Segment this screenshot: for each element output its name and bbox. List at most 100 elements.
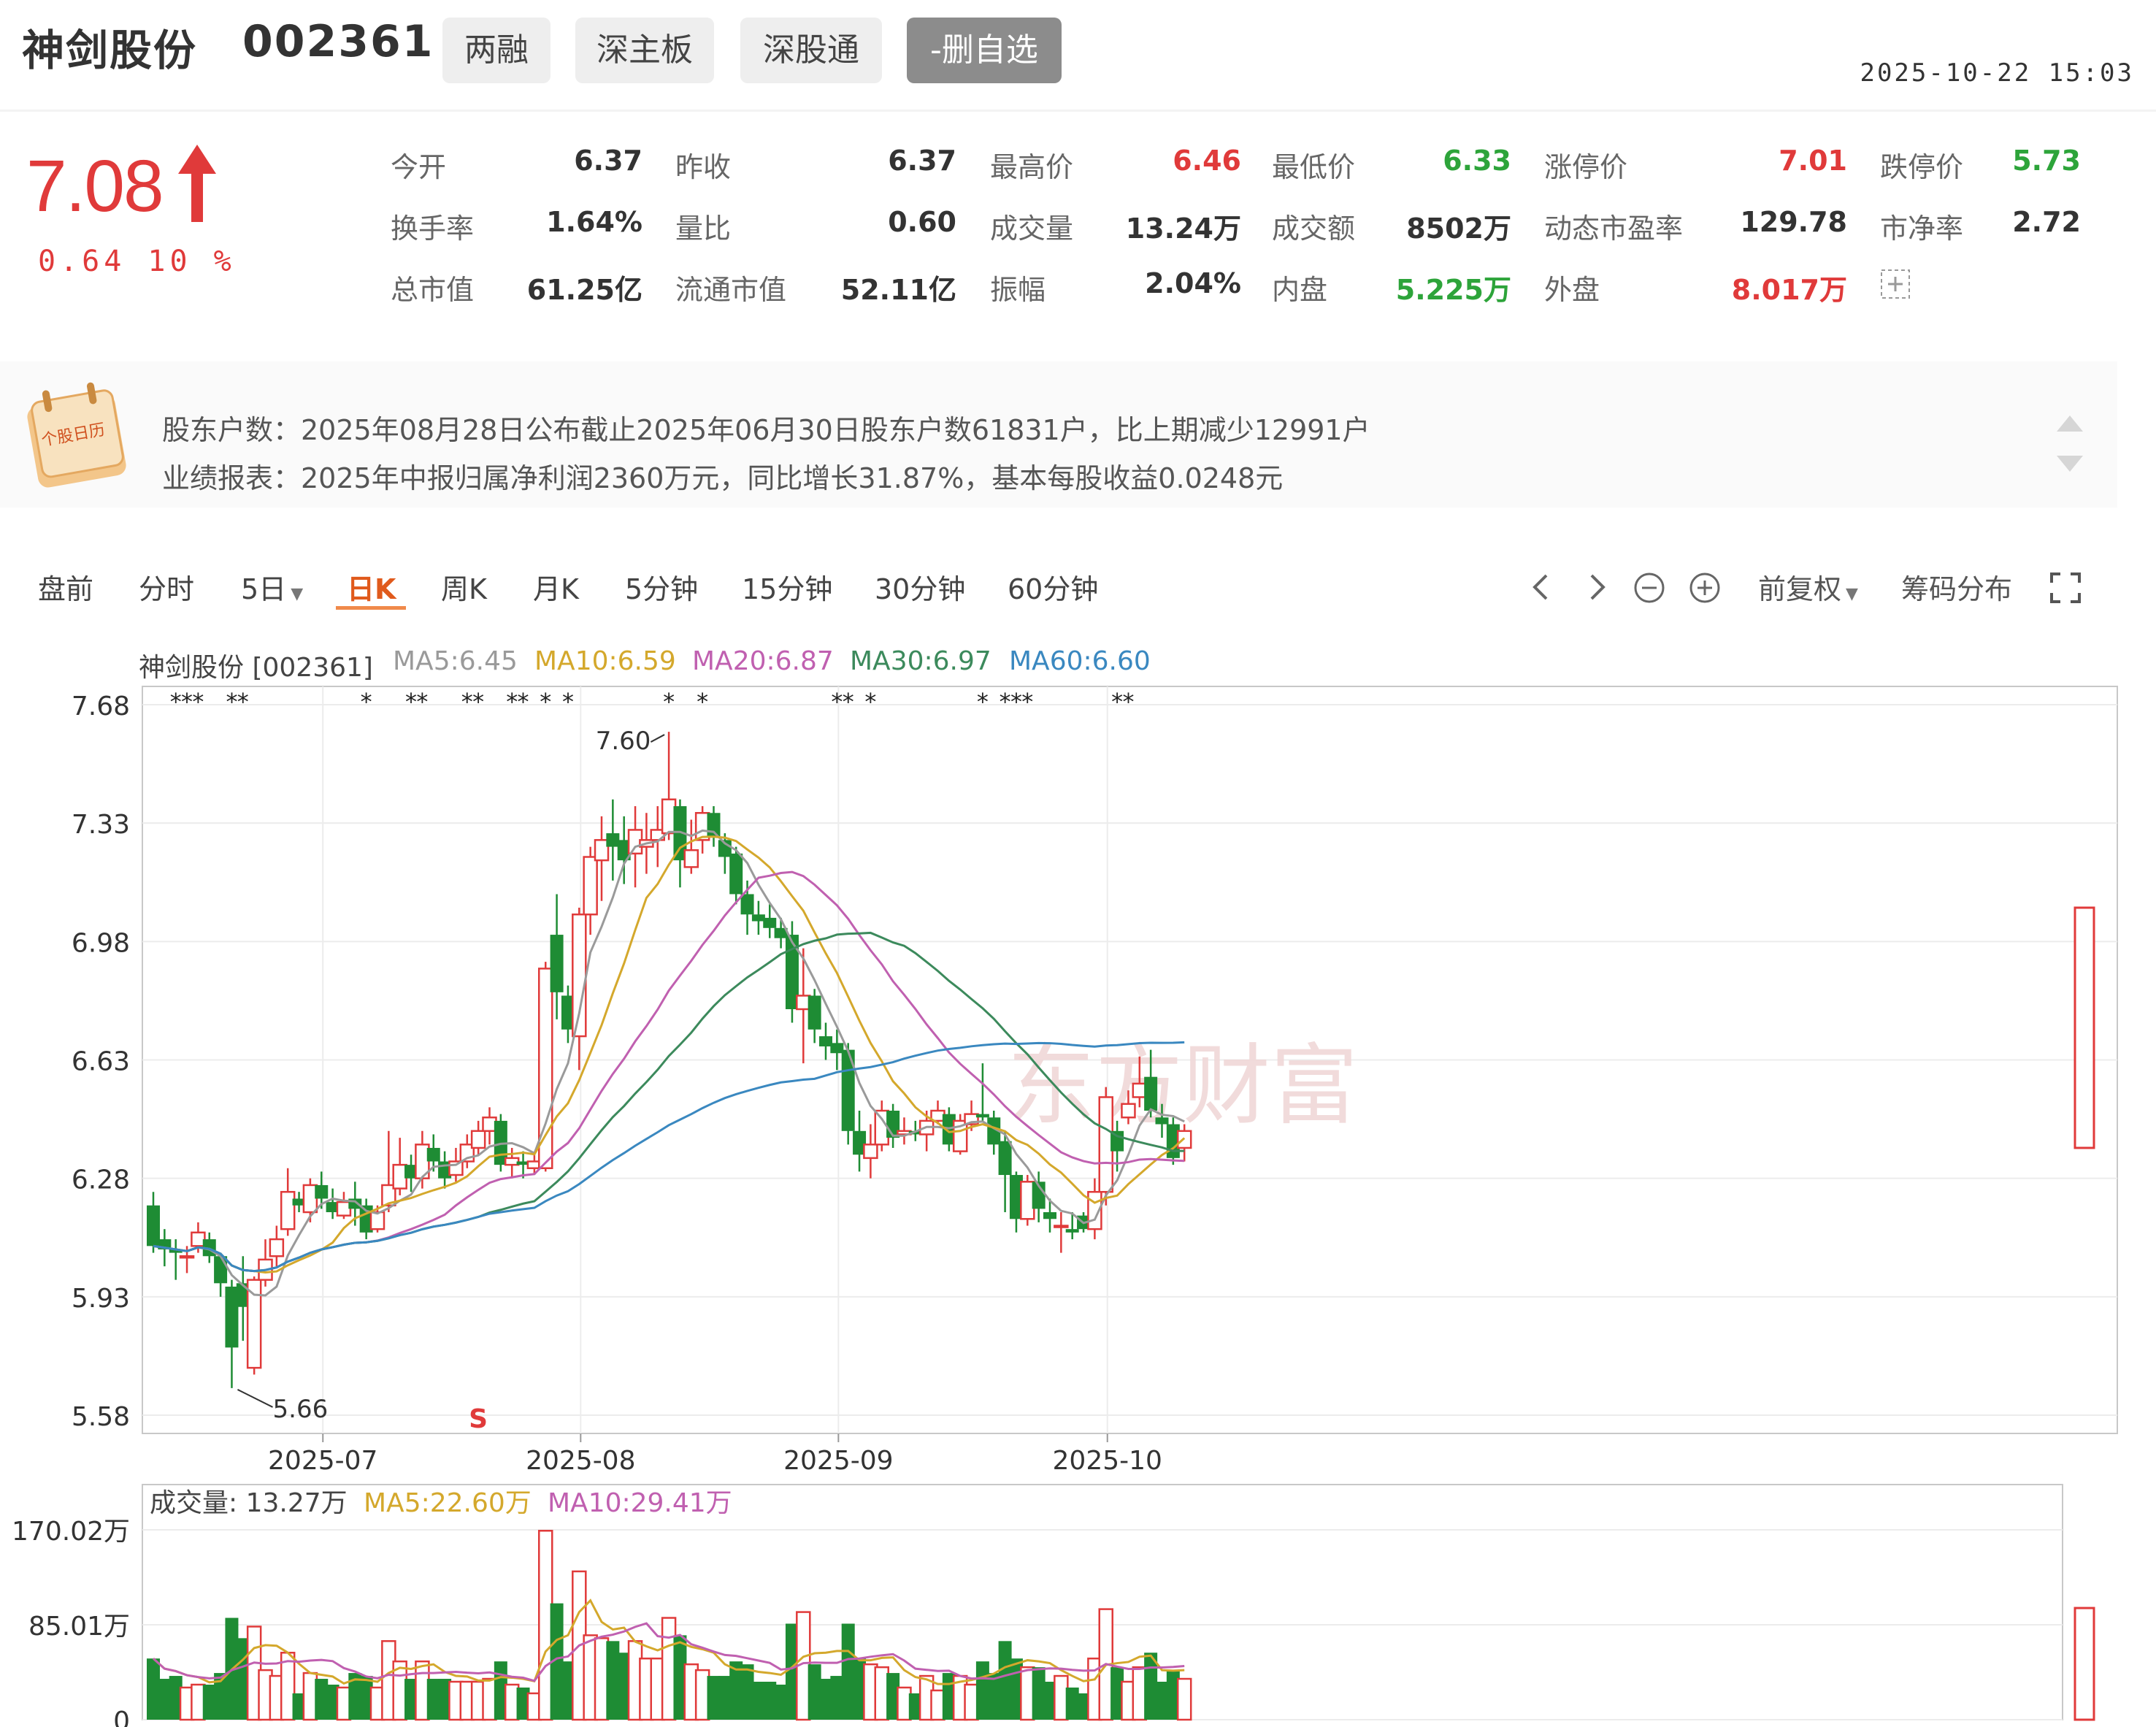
volume-bar-down xyxy=(550,1603,564,1720)
quote-value-pe: 129.78 xyxy=(1740,206,1847,238)
fullscreen-icon[interactable] xyxy=(2049,571,2082,605)
volume-bar-down xyxy=(1077,1693,1091,1720)
legend-ma60: MA60:6.60 xyxy=(1009,646,1151,676)
moving-averages xyxy=(153,829,1186,1297)
earnings-info[interactable]: 业绩报表：2025年中报归属净利润2360万元，同比增长31.87%，基本每股收… xyxy=(162,462,1284,494)
quote-label-low: 最低价 xyxy=(1272,151,1356,183)
tab-monthly-k[interactable]: 月K xyxy=(533,573,579,605)
volume-bar-down xyxy=(202,1684,216,1720)
tab-60min[interactable]: 60分钟 xyxy=(1008,573,1099,605)
volume-bar-down xyxy=(751,1682,765,1720)
volume-legend-ma10: MA10:29.41万 xyxy=(548,1488,732,1518)
remove-watchlist-button[interactable]: -删自选 xyxy=(907,18,1062,83)
event-marker: * xyxy=(1122,688,1134,716)
event-marker: * xyxy=(361,688,372,716)
volume-bar-down xyxy=(147,1658,160,1720)
quote-value-open: 6.37 xyxy=(574,145,642,177)
volume-moving-averages xyxy=(152,1598,1185,1685)
stock-code: 002361 xyxy=(242,16,434,67)
calendar-icon[interactable]: 个股日历 xyxy=(22,380,131,489)
tab-5day[interactable]: 5日 ▼ xyxy=(241,567,303,607)
volume-bar-down xyxy=(561,1661,575,1720)
quote-value-amplitude: 2.04% xyxy=(1145,267,1241,299)
volume-bar-down xyxy=(774,1684,788,1720)
scroll-up-icon[interactable] xyxy=(2055,413,2084,434)
candle-down xyxy=(606,833,620,847)
chevron-down-icon: ▼ xyxy=(1846,585,1858,603)
candle-up xyxy=(179,1255,195,1259)
event-marker: * xyxy=(1021,688,1033,716)
tag-stock-connect[interactable]: 深股通 xyxy=(740,18,882,83)
chip-distribution-button[interactable]: 筹码分布 xyxy=(1901,573,2013,605)
chevron-right-icon[interactable] xyxy=(1581,571,1611,603)
volume-bar-down xyxy=(169,1676,183,1720)
volume-bar-down xyxy=(998,1641,1012,1720)
price-tick-label: 7.33 xyxy=(72,810,130,840)
adjust-select[interactable]: 前复权 ▼ xyxy=(1758,567,1858,607)
event-marker: * xyxy=(864,688,876,716)
candle-up xyxy=(1121,1103,1136,1119)
price-tick-label: 5.58 xyxy=(72,1402,130,1432)
zoom-out-icon[interactable] xyxy=(1633,571,1666,605)
volume-bar-down xyxy=(292,1693,306,1720)
price-tick-label: 5.93 xyxy=(72,1284,130,1314)
scroll-down-icon[interactable] xyxy=(2055,453,2084,475)
volume-bar-up xyxy=(1054,1674,1069,1721)
volume-bar-down xyxy=(1032,1667,1046,1720)
tab-5day-label: 5日 xyxy=(241,573,287,605)
tab-premarket[interactable]: 盘前 xyxy=(38,573,94,605)
candle-up xyxy=(302,1184,318,1214)
date-tick-label: 2025-08 xyxy=(526,1446,635,1476)
candle-up xyxy=(863,1144,878,1160)
quote-label-inner-vol: 内盘 xyxy=(1272,274,1328,306)
volume-bar-down xyxy=(315,1679,329,1720)
tab-5min[interactable]: 5分钟 xyxy=(625,573,699,605)
event-marker: * xyxy=(518,688,529,716)
quote-value-float-cap: 52.11亿 xyxy=(840,274,956,306)
chevron-left-icon[interactable] xyxy=(1527,571,1557,603)
event-marker: * xyxy=(192,688,204,716)
candle-up xyxy=(583,856,598,916)
tab-intraday[interactable]: 分时 xyxy=(139,573,195,605)
price-tick-label: 6.98 xyxy=(72,928,130,958)
volume-bar-down xyxy=(404,1679,418,1720)
tag-margin-trading[interactable]: 两融 xyxy=(442,18,550,83)
quote-value-volume: 13.24万 xyxy=(1125,212,1241,245)
candle-up xyxy=(191,1231,206,1247)
candle-up xyxy=(1098,1096,1113,1193)
volume-bar-down xyxy=(426,1679,440,1720)
candle-down xyxy=(1009,1175,1023,1219)
volume-bar-down xyxy=(1144,1653,1158,1720)
candle-down xyxy=(998,1141,1012,1176)
price-tick-label: 7.68 xyxy=(72,692,130,721)
volume-ma5-line xyxy=(152,1598,1185,1685)
expand-quotes-icon[interactable] xyxy=(1880,269,1911,299)
tab-30min[interactable]: 30分钟 xyxy=(875,573,966,605)
date-tick-label: 2025-07 xyxy=(268,1446,377,1476)
zoom-in-icon[interactable] xyxy=(1688,571,1722,605)
candle-down xyxy=(147,1205,160,1247)
candle-down xyxy=(561,995,575,1030)
volume-bar-down xyxy=(1166,1670,1180,1720)
volume-bars xyxy=(142,1529,2095,1721)
volume-axis: 170.02万 85.01万 0 xyxy=(12,1517,130,1727)
candle-up xyxy=(796,995,811,1011)
shareholder-info[interactable]: 股东户数：2025年08月28日公布截止2025年06月30日股东户数61831… xyxy=(162,414,1370,446)
volume-bar-down xyxy=(807,1664,821,1720)
quote-value-turnover: 1.64% xyxy=(546,206,642,238)
volume-bar-up xyxy=(874,1666,889,1721)
candle-down xyxy=(315,1184,329,1199)
quote-label-outer-vol: 外盘 xyxy=(1544,274,1600,306)
tab-daily-k[interactable]: 日K xyxy=(347,573,396,605)
tab-weekly-k[interactable]: 周K xyxy=(441,573,487,605)
tag-main-board[interactable]: 深主板 xyxy=(575,18,714,83)
volume-bar-down xyxy=(1065,1687,1079,1720)
candle-down xyxy=(404,1165,418,1179)
volume-bar-last xyxy=(2073,1607,2095,1721)
volume-tick-label: 0 xyxy=(113,1707,130,1727)
volume-bar-up xyxy=(191,1683,206,1721)
tab-15min[interactable]: 15分钟 xyxy=(742,573,833,605)
volume-bar-up xyxy=(897,1686,912,1721)
candle-up xyxy=(538,968,553,1170)
